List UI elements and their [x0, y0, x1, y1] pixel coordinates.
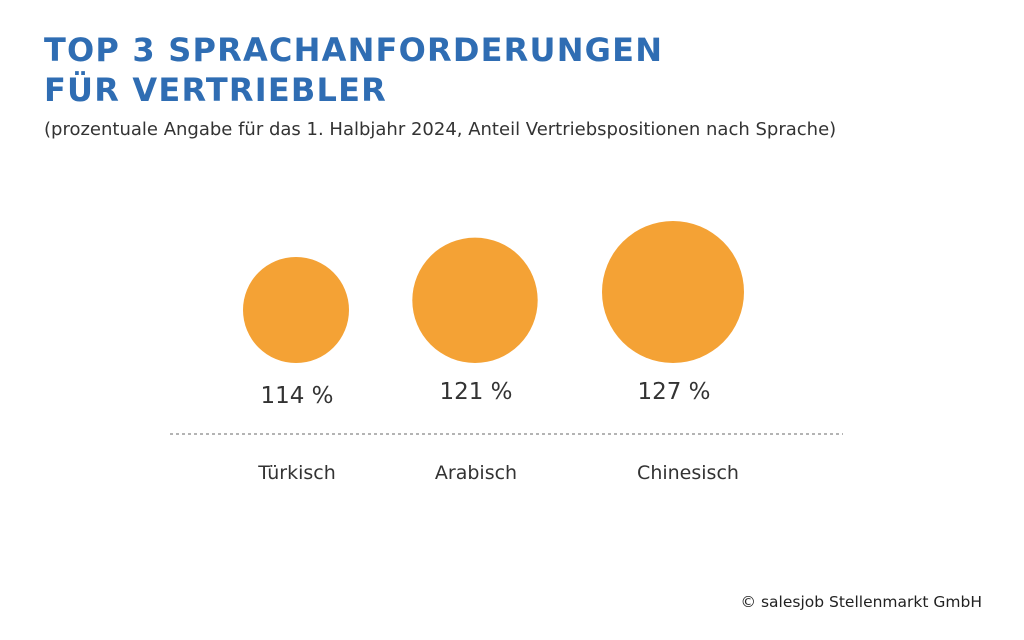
value-label-arabisch: 121 %: [439, 379, 512, 405]
value-label-türkisch: 114 %: [260, 383, 333, 409]
value-label-group: 114 % 121 % 127 %: [260, 379, 710, 409]
category-label-türkisch: Türkisch: [257, 462, 336, 484]
bubble-chinesisch: [602, 221, 744, 363]
category-label-chinesisch: Chinesisch: [637, 462, 739, 484]
bubble-arabisch: [412, 237, 538, 363]
chart-title-line-1: TOP 3 SPRACHANFORDERUNGEN: [44, 31, 664, 69]
chart-subtitle: (prozentuale Angabe für das 1. Halbjahr …: [44, 119, 837, 140]
chart-title-line-2: FÜR VERTRIEBLER: [44, 71, 387, 109]
copyright-footer: © salesjob Stellenmarkt GmbH: [740, 593, 982, 611]
chart-title: TOP 3 SPRACHANFORDERUNGEN FÜR VERTRIEBLE…: [44, 30, 663, 110]
bubble-türkisch: [243, 257, 349, 363]
bubble-group: [243, 221, 744, 363]
category-label-group: Türkisch Arabisch Chinesisch: [257, 462, 739, 484]
value-label-chinesisch: 127 %: [637, 379, 710, 405]
category-label-arabisch: Arabisch: [435, 462, 517, 484]
